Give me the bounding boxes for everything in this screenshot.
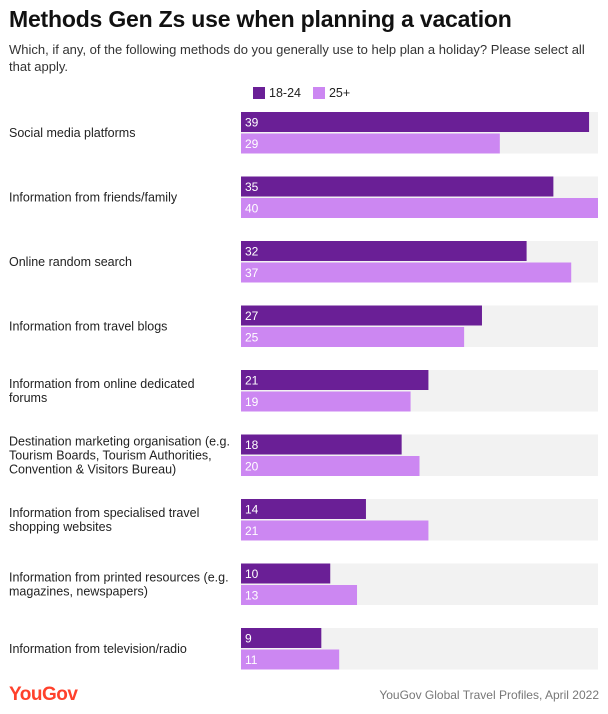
category-label: Convention & Visitors Bureau) <box>9 462 176 476</box>
bar-25-plus <box>241 198 598 218</box>
bar-18-24 <box>241 563 331 584</box>
category-label: Information from specialised travel <box>9 506 199 520</box>
data-label-25-plus: 40 <box>245 202 259 216</box>
data-label-18-24: 21 <box>245 374 259 388</box>
bar-25-plus <box>241 585 358 605</box>
bar-18-24 <box>241 241 527 261</box>
bar-25-plus <box>241 327 465 347</box>
data-label-25-plus: 11 <box>245 653 258 667</box>
category-label: Online random search <box>9 255 132 269</box>
legend-swatch-25-plus <box>312 87 325 99</box>
bar-18-24 <box>241 112 590 132</box>
data-label-18-24: 9 <box>245 632 252 646</box>
data-label-25-plus: 29 <box>245 137 259 151</box>
data-label-18-24: 27 <box>245 309 259 323</box>
data-label-18-24: 32 <box>245 245 259 259</box>
chart-subtitle: Which, if any, of the following methods … <box>9 42 585 74</box>
legend-swatch-18-24 <box>253 87 265 99</box>
source-note: YouGov Global Travel Profiles, April 202… <box>379 688 599 702</box>
category-label: forums <box>9 391 47 405</box>
data-label-25-plus: 21 <box>245 524 259 538</box>
legend-label-18-24: 18-24 <box>269 86 301 100</box>
chart-title: Methods Gen Zs use when planning a vacat… <box>9 6 512 32</box>
category-label: shopping websites <box>9 520 112 534</box>
category-label: magazines, newspapers) <box>9 584 148 598</box>
data-label-25-plus: 20 <box>245 460 259 474</box>
legend-item-25-plus: 25+ <box>312 86 351 100</box>
legend-label-25-plus: 25+ <box>328 86 351 100</box>
bar-25-plus <box>241 520 429 541</box>
data-label-18-24: 14 <box>245 503 259 517</box>
category-label: Information from online dedicated <box>9 377 195 391</box>
data-label-18-24: 35 <box>245 180 259 194</box>
data-label-25-plus: 25 <box>245 331 259 345</box>
bar-18-24 <box>241 434 402 455</box>
bar-18-24 <box>241 370 429 390</box>
category-label: Information from friends/family <box>9 190 178 204</box>
bar-18-24 <box>241 628 322 648</box>
legend: 18-24 25+ <box>253 86 362 100</box>
category-label: Destination marketing organisation (e.g. <box>9 434 230 448</box>
bar-25-plus <box>241 649 340 670</box>
data-label-25-plus: 19 <box>245 395 259 409</box>
data-label-25-plus: 37 <box>245 266 259 280</box>
bar-25-plus <box>241 133 500 154</box>
category-label: Social media platforms <box>9 126 135 140</box>
bar-chart: Social media platforms 39 29 Information fr… <box>9 112 598 670</box>
legend-item-18-24: 18-24 <box>253 86 301 100</box>
bar-25-plus <box>241 262 572 283</box>
data-label-25-plus: 13 <box>245 589 259 603</box>
category-label: Tourism Boards, Tourism Authorities, <box>9 448 212 462</box>
bar-25-plus <box>241 456 420 476</box>
data-label-18-24: 10 <box>245 567 259 581</box>
bar-18-24 <box>241 499 366 519</box>
category-label: Information from television/radio <box>9 642 187 656</box>
category-label: Information from travel blogs <box>9 319 167 333</box>
data-label-18-24: 39 <box>245 116 259 130</box>
data-label-18-24: 18 <box>245 438 259 452</box>
bar-18-24 <box>241 305 482 326</box>
yougov-logo: YouGov <box>9 684 78 705</box>
bar-18-24 <box>241 176 554 197</box>
category-label: Information from printed resources (e.g. <box>9 570 229 584</box>
bar-25-plus <box>241 391 411 412</box>
